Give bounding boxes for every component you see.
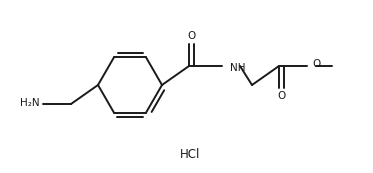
Text: O: O [187,31,195,41]
Text: H₂N: H₂N [21,98,40,108]
Text: NH: NH [230,63,245,73]
Text: O: O [312,59,320,69]
Text: O: O [277,91,285,101]
Text: HCl: HCl [180,148,200,162]
